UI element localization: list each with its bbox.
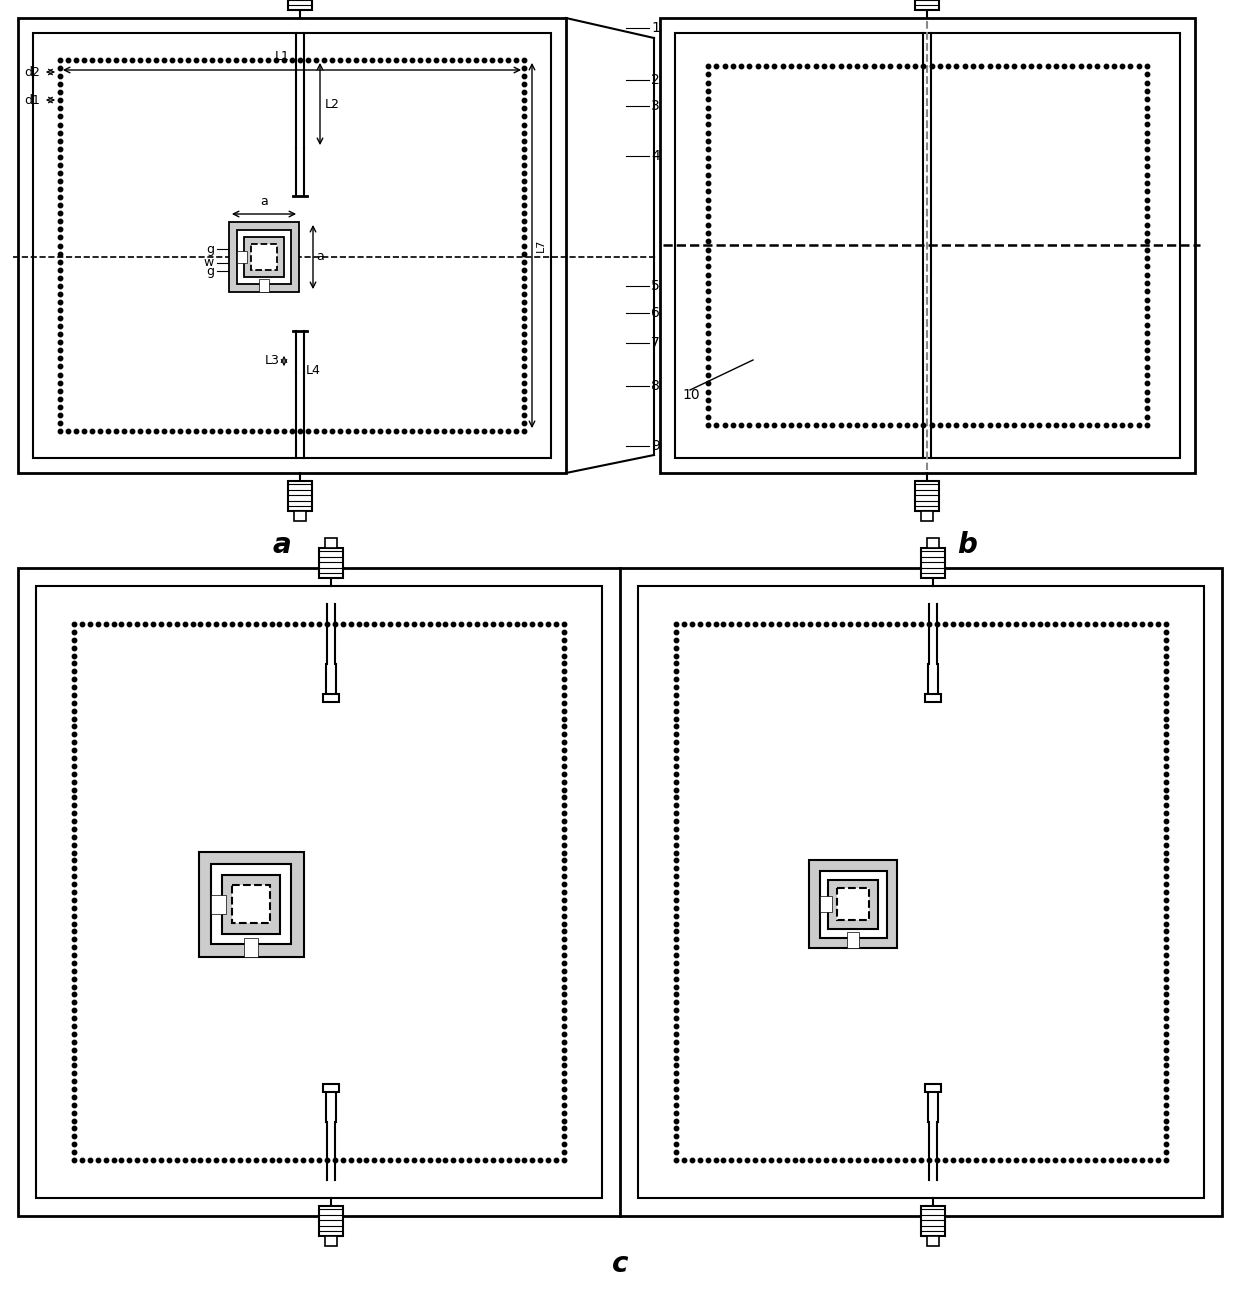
Bar: [928, 538, 939, 549]
Bar: [33, 32, 551, 458]
Bar: [828, 880, 878, 929]
Bar: [319, 1206, 343, 1236]
Bar: [232, 885, 270, 923]
Bar: [259, 280, 269, 292]
Bar: [237, 230, 290, 283]
Bar: [675, 32, 1180, 458]
Text: L2: L2: [325, 98, 340, 111]
Bar: [921, 549, 945, 578]
Bar: [252, 244, 277, 269]
Bar: [294, 511, 306, 521]
Bar: [319, 549, 343, 578]
Bar: [229, 222, 299, 292]
Text: d1: d1: [24, 94, 40, 107]
Text: 7: 7: [651, 335, 660, 350]
Text: 5: 5: [651, 280, 660, 292]
Text: 3: 3: [651, 99, 660, 113]
Bar: [820, 896, 832, 913]
Text: 4: 4: [651, 150, 660, 162]
Bar: [198, 852, 304, 957]
Bar: [244, 937, 258, 957]
Bar: [325, 538, 337, 549]
Bar: [322, 1084, 339, 1092]
Text: a: a: [316, 251, 324, 264]
Text: L1: L1: [274, 49, 289, 62]
Text: a: a: [260, 195, 268, 208]
Text: b: b: [957, 530, 977, 559]
Bar: [837, 888, 869, 920]
Bar: [915, 0, 939, 10]
Text: L4: L4: [306, 364, 321, 377]
Text: 8: 8: [651, 380, 660, 393]
Text: 1: 1: [651, 21, 660, 35]
Bar: [19, 568, 1221, 1216]
Bar: [19, 18, 565, 473]
Text: c: c: [611, 1251, 629, 1278]
Text: 6: 6: [651, 306, 660, 320]
Text: g: g: [206, 264, 215, 277]
Text: g: g: [206, 243, 215, 256]
Bar: [244, 238, 284, 277]
Bar: [222, 875, 280, 933]
Text: L7: L7: [536, 239, 546, 252]
Bar: [915, 481, 939, 511]
Bar: [820, 871, 887, 937]
Bar: [288, 0, 312, 10]
Bar: [237, 251, 247, 264]
Text: 9: 9: [651, 439, 660, 452]
Text: d2: d2: [24, 65, 40, 78]
Bar: [847, 932, 859, 948]
Text: 10: 10: [682, 387, 699, 402]
Bar: [36, 586, 601, 1199]
Bar: [325, 1236, 337, 1245]
Bar: [925, 1084, 941, 1092]
Text: 2: 2: [651, 73, 660, 87]
Bar: [925, 694, 941, 702]
Bar: [808, 861, 897, 948]
Text: L3: L3: [265, 355, 280, 368]
Bar: [928, 1236, 939, 1245]
Bar: [921, 511, 932, 521]
Text: a: a: [273, 530, 291, 559]
Bar: [211, 864, 291, 944]
Bar: [921, 1206, 945, 1236]
Text: w: w: [203, 256, 215, 269]
Bar: [660, 18, 1195, 473]
Bar: [639, 586, 1204, 1199]
Bar: [288, 481, 312, 511]
Bar: [322, 694, 339, 702]
Bar: [211, 894, 226, 914]
